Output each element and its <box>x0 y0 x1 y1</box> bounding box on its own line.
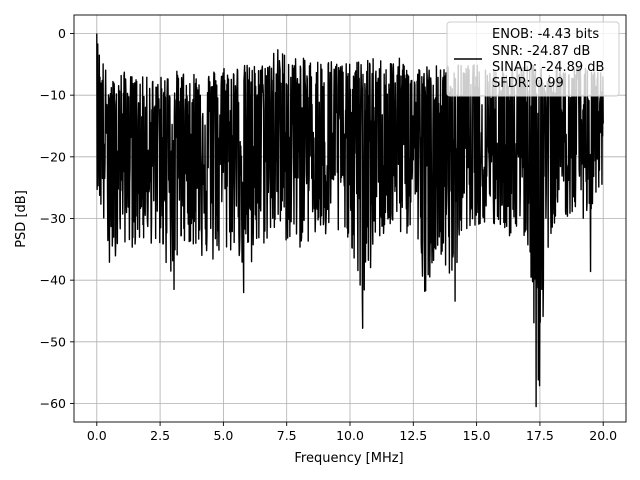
y-tick-label: −20 <box>40 149 66 164</box>
legend-entry-enob: ENOB: -4.43 bits <box>492 27 599 42</box>
x-tick-label: 17.5 <box>526 428 554 443</box>
x-tick-label: 12.5 <box>399 428 427 443</box>
y-tick-label: −50 <box>40 334 66 349</box>
x-tick-label: 2.5 <box>150 428 170 443</box>
y-tick-label: 0 <box>58 26 66 41</box>
y-tick-label: −30 <box>40 211 66 226</box>
x-tick-label: 10.0 <box>336 428 364 443</box>
axes: 0.0 2.5 5.0 7.5 10.0 12.5 15.0 17.5 20.0 0 −10 −20 −… <box>40 14 627 443</box>
x-tick-label: 15.0 <box>463 428 491 443</box>
x-tick-label: 7.5 <box>277 428 297 443</box>
legend-entry-snr: SNR: -24.87 dB <box>492 44 590 59</box>
x-tick-label: 5.0 <box>213 428 233 443</box>
y-tick-label: −40 <box>40 273 66 288</box>
legend-entry-sfdr: SFDR: 0.99 <box>492 76 564 91</box>
x-tick-label: 20.0 <box>589 428 617 443</box>
x-axis-label: Frequency [MHz] <box>294 451 403 466</box>
y-tick-label: −60 <box>40 396 66 411</box>
y-axis-label: PSD [dB] <box>14 190 29 248</box>
x-tick-label: 0.0 <box>87 428 107 443</box>
y-tick-label: −10 <box>40 88 66 103</box>
legend-box <box>446 21 620 97</box>
legend: ENOB: -4.43 bits SNR: -24.87 dB SINAD: -… <box>446 21 620 97</box>
legend-entry-sinad: SINAD: -24.89 dB <box>492 60 604 75</box>
